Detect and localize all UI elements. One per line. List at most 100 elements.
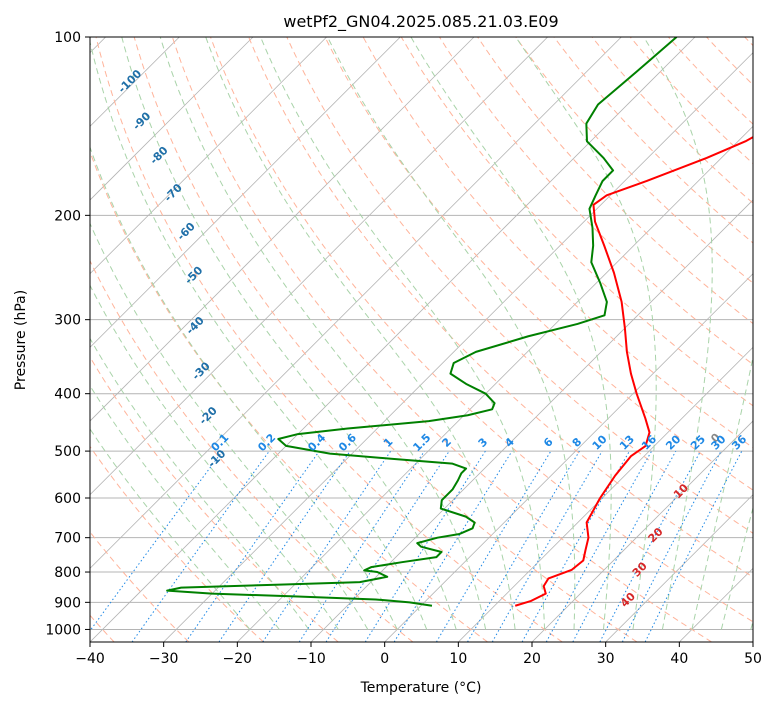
mixing-ratio-line [545,450,653,642]
mixing-ratio-label: 6 [541,435,556,450]
x-tick-label: −20 [223,651,253,667]
dry-adiabat-line [324,37,753,491]
dry-adiabat-label: -30 [190,359,213,382]
dry-adiabat-label: -20 [197,404,220,427]
dry-adiabat-line [90,259,414,642]
moist-adiabat-label: 30 [630,559,650,579]
isotherm-line [237,125,753,642]
mixing-ratio-label: 4 [502,435,517,450]
dry-adiabat-label: -100 [116,67,145,96]
moist-adiabat-label: 20 [646,525,666,545]
y-tick-label: 900 [54,595,81,611]
dry-adiabat-line [90,356,339,642]
y-tick-label: 500 [54,444,81,460]
mixing-ratio-line [644,450,743,642]
dry-adiabat-line [286,37,753,534]
mixing-ratio-line [599,450,701,642]
dry-adiabat-line [515,37,753,284]
mixing-ratio-line [90,450,223,632]
moist-adiabat-line [90,428,251,630]
dry-adiabat-label: -90 [130,109,153,132]
dry-adiabat-line [133,37,638,642]
dry-adiabat-label: -60 [175,220,198,243]
isotherm-line [531,420,753,642]
axis-ticks: −40 −30 −20 −10 0 10 20 30 40 50 100 200 300 400 500 60… [45,30,762,667]
moist-adiabat-line [720,506,753,630]
moist-adiabat-line [260,37,546,630]
isotherm-line [458,346,753,642]
isotherm-line [163,52,753,642]
dry-adiabat-label: -40 [184,314,207,337]
mixing-ratio-line [393,450,513,642]
dry-adiabat-line [171,37,712,642]
x-tick-label: −40 [75,651,105,667]
mixing-ratio-line [298,450,425,642]
moist-adiabat-line [515,37,657,630]
moist-adiabat-line [90,145,398,630]
y-tick-label: 1000 [45,622,81,638]
mixing-ratio-line [218,450,351,642]
dewpoint-profile-line [166,37,678,607]
y-tick-label: 600 [54,491,81,507]
moist-adiabat-line [410,37,612,630]
mixing-ratio-line [572,450,677,642]
mixing-ratio-label: 13 [617,433,637,453]
isotherm-line [90,37,548,496]
y-tick-label: 100 [54,30,81,46]
plot-frame [89,36,754,643]
dry-adiabat-line [668,37,753,125]
moist-adiabat-line [90,222,369,630]
mixing-ratio-line [435,450,552,642]
y-tick-label: 700 [54,531,81,547]
y-tick-label: 200 [54,208,81,224]
mixing-ratio-label: 10 [590,432,610,452]
mixing-ratio-line [262,450,392,642]
mixing-ratio-label: 16 [639,432,659,452]
isotherm-line [679,567,753,642]
moist-adiabat-line [750,619,753,630]
dry-adiabat-line [248,37,753,578]
dry-adiabat-line [210,37,753,623]
x-tick-label: −30 [149,651,179,667]
moist-adiabat-line [327,37,576,630]
dry-adiabat-label: -70 [162,181,185,204]
isotherm-line [310,199,753,642]
isotherm-line [90,37,696,642]
moist-adiabat-line [643,37,713,630]
x-tick-label: 30 [597,651,615,667]
background-lines [90,37,753,642]
mixing-ratio-label: 1 [381,435,396,450]
y-tick-label: 400 [54,387,81,403]
y-axis-label: Pressure (hPa) [13,290,29,390]
isotherm-line [90,37,475,422]
dry-adiabat-line [744,37,753,47]
moist-adiabat-line [90,337,310,630]
mixing-ratio-label: 3 [476,435,491,450]
moist-adiabat-label: 40 [618,590,638,610]
x-tick-label: −10 [296,651,326,667]
moist-adiabat-line [205,37,516,630]
moist-adiabat-line [121,37,457,630]
x-tick-label: 10 [449,651,467,667]
mixing-ratio-line [185,450,320,642]
x-axis-label: Temperature (°C) [360,680,482,696]
isotherm-line [605,494,753,642]
x-tick-label: 0 [380,651,389,667]
x-tick-label: 50 [744,651,762,667]
dry-adiabat-line [95,37,563,642]
dry-adiabat-line [90,445,264,642]
mixing-ratio-line [325,450,450,642]
moist-adiabat-line [90,384,280,630]
moist-adiabat-line [90,40,428,630]
dry-adiabat-line [706,37,753,86]
x-tick-label: 40 [670,651,688,667]
chart-title: wetPf2_GN04.2025.085.21.03.E09 [283,12,558,32]
isotherm-line [90,37,622,569]
mixing-ratio-label: 8 [570,435,585,450]
isotherm-line [90,37,327,275]
moist-adiabat-line [159,37,487,630]
profile-lines [166,37,753,607]
mixing-ratio-line [364,450,486,642]
mixing-ratio-label: 20 [663,432,683,452]
